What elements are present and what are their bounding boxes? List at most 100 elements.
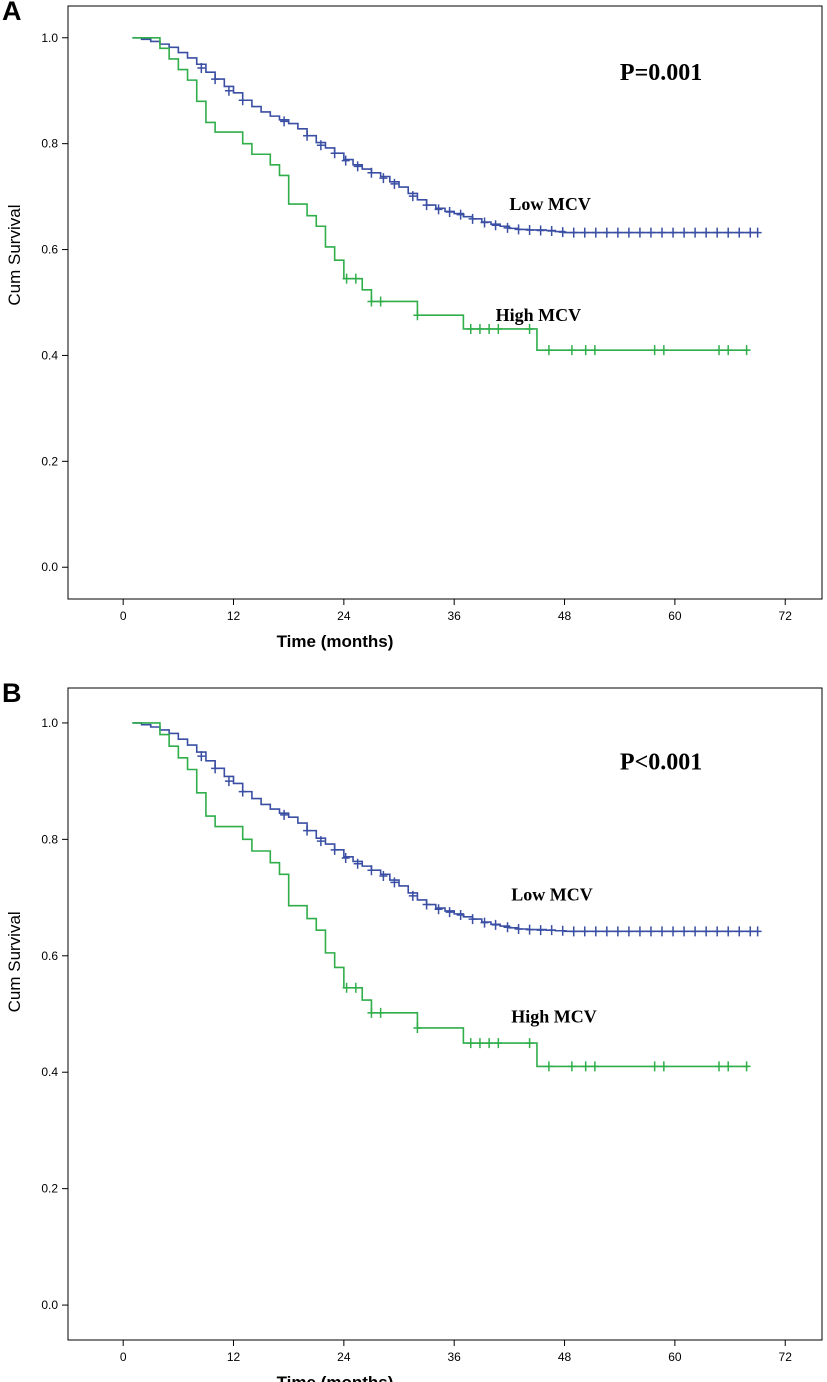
censor-mark — [503, 222, 512, 233]
censor-mark — [691, 926, 700, 937]
censor-mark — [422, 200, 431, 211]
censor-mark — [735, 926, 744, 937]
y-tick-label: 1.0 — [41, 716, 58, 730]
censor-mark — [367, 1007, 376, 1018]
censor-mark — [238, 786, 247, 797]
censor-mark — [544, 1061, 553, 1072]
censor-mark — [635, 926, 644, 937]
censor-mark — [379, 173, 388, 184]
censor-mark — [367, 296, 376, 307]
censor-mark — [724, 1061, 733, 1072]
censor-mark — [475, 1038, 484, 1049]
censor-mark — [303, 130, 312, 141]
censor-mark — [536, 225, 545, 236]
censor-mark — [669, 227, 678, 238]
censor-mark — [494, 1038, 503, 1049]
censor-mark — [525, 224, 534, 235]
y-tick-label: 0.2 — [41, 454, 58, 468]
censor-mark — [445, 907, 454, 918]
y-tick-label: 0.8 — [41, 832, 58, 846]
x-tick-label: 0 — [120, 609, 127, 623]
censor-mark — [650, 1061, 659, 1072]
censor-mark — [591, 926, 600, 937]
censor-mark — [413, 310, 422, 321]
y-axis-title: Cum Survival — [5, 911, 24, 1012]
censor-mark — [525, 924, 534, 935]
x-axis-title: Time (months) — [277, 632, 394, 651]
x-tick-label: 72 — [779, 609, 793, 623]
x-tick-label: 60 — [668, 609, 682, 623]
censor-mark — [280, 809, 289, 820]
censor-mark — [580, 926, 589, 937]
censor-mark — [503, 922, 512, 933]
censor-mark — [580, 227, 589, 238]
panel-b: B 0 12 24 36 48 60 72 0.0 0.2 0.4 0.6 0.8 1.0 Time (m… — [0, 678, 827, 1382]
censor-mark — [680, 926, 689, 937]
censor-mark — [746, 227, 755, 238]
censor-mark — [742, 1061, 751, 1072]
censor-mark — [341, 852, 350, 863]
censor-mark — [468, 213, 477, 224]
censor-mark — [197, 751, 206, 762]
censor-mark — [713, 227, 722, 238]
censor-mark — [316, 140, 325, 151]
censor-mark — [353, 161, 362, 172]
censor-mark — [491, 919, 500, 930]
censor-mark — [379, 871, 388, 882]
censor-mark — [581, 345, 590, 356]
censor-mark — [602, 227, 611, 238]
x-tick-label: 36 — [448, 1350, 462, 1364]
censor-mark — [351, 273, 360, 284]
x-tick-label: 72 — [779, 1350, 793, 1364]
censor-mark — [715, 1061, 724, 1072]
x-tick-label: 48 — [558, 1350, 572, 1364]
censor-mark — [480, 917, 489, 928]
censor-mark — [702, 926, 711, 937]
x-axis-title: Time (months) — [277, 1373, 394, 1382]
censor-mark — [536, 925, 545, 936]
censor-mark — [590, 345, 599, 356]
censor-mark — [480, 217, 489, 228]
censor-mark — [658, 926, 667, 937]
y-axis-title: Cum Survival — [5, 205, 24, 306]
censor-mark — [408, 890, 417, 901]
censor-mark — [646, 926, 655, 937]
censor-mark — [581, 1061, 590, 1072]
censor-mark — [613, 227, 622, 238]
plot-frame — [67, 687, 823, 1341]
censor-mark — [376, 1007, 385, 1018]
km-chart-b: 0 12 24 36 48 60 72 0.0 0.2 0.4 0.6 0.8 1.0 Time (mon… — [5, 687, 823, 1382]
censor-mark — [466, 323, 475, 334]
y-tick-label: 0.0 — [41, 560, 58, 574]
censor-mark — [624, 926, 633, 937]
x-tick-label: 36 — [448, 609, 462, 623]
censor-mark — [724, 345, 733, 356]
censor-mark — [445, 206, 454, 217]
censor-mark — [547, 226, 556, 237]
y-tick-label: 0.0 — [41, 1298, 58, 1312]
censor-mark — [330, 844, 339, 855]
censor-mark — [468, 914, 477, 925]
y-tick-label: 0.2 — [41, 1182, 58, 1196]
censor-mark — [591, 227, 600, 238]
censor-mark — [367, 167, 376, 178]
series-label: Low MCV — [511, 884, 592, 904]
survival-curve-low-mcv — [132, 722, 758, 933]
censor-mark — [569, 227, 578, 238]
censor-mark — [567, 1061, 576, 1072]
censor-mark — [646, 227, 655, 238]
censor-mark — [390, 877, 399, 888]
panel-label: A — [2, 0, 22, 26]
censor-mark — [466, 1038, 475, 1049]
y-tick-label: 0.4 — [41, 348, 58, 362]
censor-mark — [659, 345, 668, 356]
x-tick-label: 12 — [227, 1350, 241, 1364]
panel-label: B — [2, 678, 22, 708]
censor-mark — [390, 178, 399, 189]
p-value: P=0.001 — [620, 60, 702, 86]
censor-mark — [680, 227, 689, 238]
censor-mark — [658, 227, 667, 238]
censor-mark — [413, 1022, 422, 1033]
censor-mark — [569, 926, 578, 937]
censor-mark — [494, 323, 503, 334]
